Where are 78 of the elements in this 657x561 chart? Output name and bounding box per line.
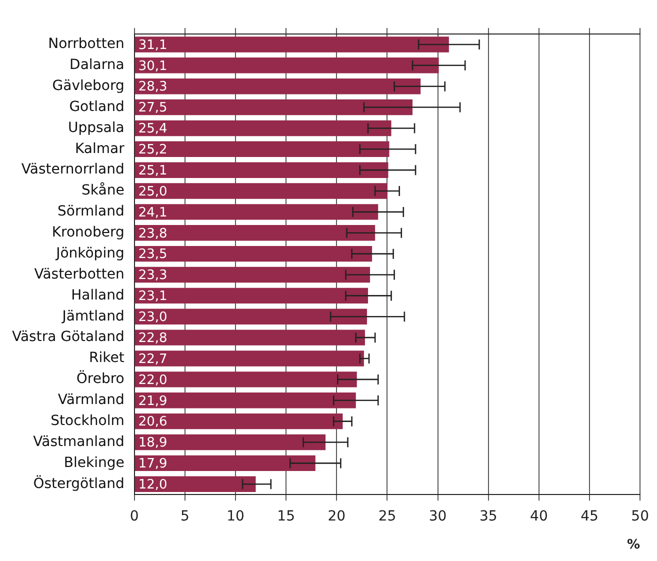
- data-label: 20,6: [138, 414, 168, 430]
- bar: [134, 225, 376, 241]
- data-label: 25,0: [138, 184, 168, 200]
- bar: [134, 58, 439, 74]
- x-tick-label: 15: [277, 508, 295, 525]
- data-label: 27,5: [138, 100, 168, 116]
- data-label: 31,1: [138, 38, 168, 53]
- data-label: 12,0: [138, 478, 168, 493]
- y-tick-label: Jönköping: [55, 245, 124, 262]
- data-label: 25,4: [138, 122, 168, 137]
- bar: [134, 434, 326, 450]
- x-axis-title: %: [627, 538, 640, 553]
- bar: [134, 392, 356, 408]
- y-tick-label: Västra Götaland: [12, 329, 124, 346]
- x-tick-label: 45: [580, 508, 598, 525]
- data-label: 23,1: [138, 289, 168, 304]
- bar: [134, 183, 388, 199]
- data-label: 23,3: [138, 268, 168, 284]
- y-tick-label: Halland: [71, 287, 124, 304]
- y-tick-label: Stockholm: [50, 412, 124, 429]
- x-tick-label: 40: [530, 508, 548, 525]
- data-label: 22,8: [138, 330, 168, 346]
- bar: [134, 266, 370, 283]
- bar: [134, 99, 413, 116]
- bar: [134, 308, 367, 324]
- data-label: 18,9: [138, 436, 168, 451]
- y-tick-label: Uppsala: [68, 120, 124, 136]
- y-tick-label: Västmanland: [33, 434, 124, 450]
- bar: [134, 455, 316, 472]
- data-label: 24,1: [138, 205, 168, 220]
- data-label: 23,5: [138, 247, 168, 262]
- y-tick-label: Riket: [89, 350, 125, 366]
- data-label: 25,1: [138, 163, 168, 178]
- y-tick-label: Kalmar: [74, 140, 125, 157]
- bar: [134, 162, 388, 178]
- data-label: 17,9: [138, 456, 168, 472]
- y-tick-label: Gävleborg: [52, 78, 124, 94]
- data-label: 22,0: [138, 372, 168, 388]
- x-tick-label: 25: [378, 508, 396, 525]
- bar: [134, 36, 449, 52]
- bar: [134, 372, 357, 388]
- x-tick-label: 50: [631, 508, 650, 525]
- bar: [134, 204, 378, 220]
- data-label: 21,9: [138, 394, 168, 409]
- data-label: 28,3: [138, 80, 168, 95]
- y-tick-label: Örebro: [76, 370, 124, 388]
- x-tick-label: 35: [479, 508, 498, 525]
- y-tick-label: Jämtland: [61, 308, 124, 324]
- y-tick-label: Norrbotten: [48, 36, 124, 52]
- bar: [134, 246, 372, 262]
- y-tick-label: Skåne: [82, 182, 124, 199]
- y-tick-label: Gotland: [69, 98, 124, 115]
- y-tick-label: Sörmland: [58, 204, 124, 220]
- data-label: 25,2: [138, 142, 168, 158]
- data-label: 23,0: [138, 310, 168, 326]
- x-tick-label: 20: [328, 508, 346, 525]
- y-tick-label: Blekinge: [64, 454, 124, 471]
- x-tick-label: 10: [226, 508, 244, 525]
- y-tick-label: Kronoberg: [52, 224, 124, 241]
- x-tick-label: 0: [130, 508, 139, 525]
- x-tick-label: 5: [180, 508, 190, 525]
- data-label: 30,1: [138, 58, 168, 74]
- y-tick-label: Värmland: [58, 392, 124, 408]
- y-tick-label: Västerbotten: [34, 266, 124, 282]
- bar: [134, 78, 421, 94]
- y-tick-label: Dalarna: [70, 57, 124, 74]
- y-tick-label: Östergötland: [33, 474, 124, 492]
- bar: [134, 288, 368, 304]
- bar: [134, 476, 256, 492]
- bar: [134, 413, 343, 430]
- data-label: 23,8: [138, 226, 168, 242]
- data-label: 22,7: [138, 352, 168, 367]
- bar: [134, 120, 392, 136]
- x-tick-label: 30: [428, 508, 447, 525]
- bar: [134, 330, 365, 346]
- y-tick-label: Västernorrland: [21, 162, 124, 178]
- bar: [134, 141, 390, 157]
- bar: [134, 350, 364, 366]
